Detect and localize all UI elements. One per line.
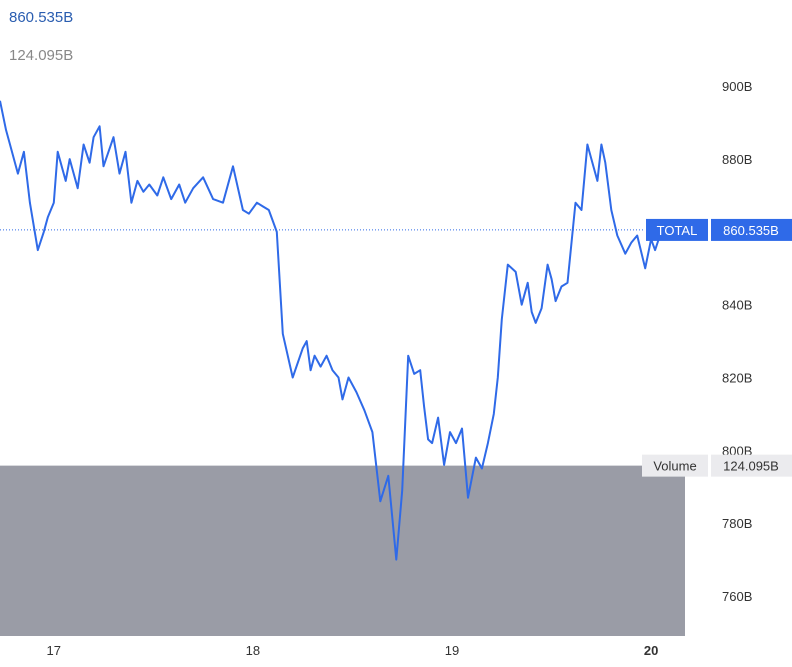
y-axis-tick-label: 880B xyxy=(722,152,752,167)
x-axis-tick-label: 19 xyxy=(445,643,459,658)
x-axis-tick-label: 17 xyxy=(47,643,61,658)
y-axis-tick-label: 760B xyxy=(722,589,752,604)
volume-value-tag-bg xyxy=(711,454,792,477)
volume-tag-label: Volume xyxy=(653,459,696,474)
y-axis-tick-label: 840B xyxy=(722,298,752,313)
y-axis-tick-label: 900B xyxy=(722,79,752,94)
current-value-label: 860.535B xyxy=(9,9,74,26)
last-value-tag-bg xyxy=(711,218,792,241)
total-tag-label: TOTAL xyxy=(657,223,698,238)
y-axis-tick-label: 780B xyxy=(722,516,752,531)
price-line[interactable] xyxy=(0,100,682,561)
volume-area xyxy=(0,465,685,636)
y-axis-tick-label: 800B xyxy=(722,443,752,458)
volume-value-label: 124.095B xyxy=(9,47,74,64)
y-axis-tick-label: 820B xyxy=(722,371,752,386)
volume-value-tag-label: 124.095B xyxy=(723,459,779,474)
x-axis-tick-label: 18 xyxy=(246,643,260,658)
total-tag-bg xyxy=(646,218,708,241)
x-axis-tick-label: 20 xyxy=(644,643,658,658)
volume-tag-bg xyxy=(642,454,708,477)
last-value-tag-label: 860.535B xyxy=(723,223,779,238)
